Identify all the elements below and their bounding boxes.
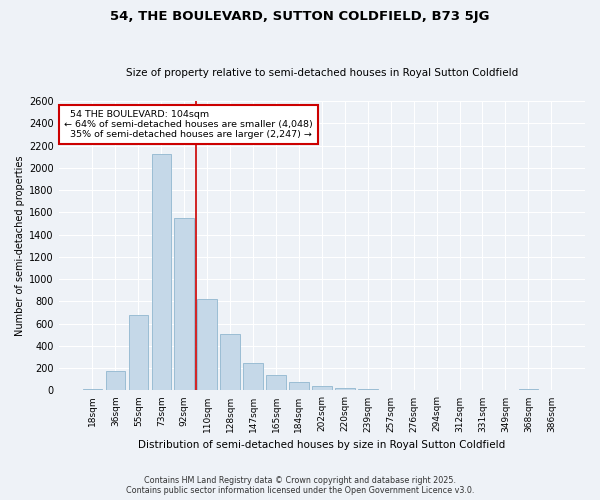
Bar bbox=[152, 154, 171, 390]
Bar bbox=[128, 314, 148, 390]
Bar bbox=[244, 362, 263, 390]
Text: 54, THE BOULEVARD, SUTTON COLDFIELD, B73 5JG: 54, THE BOULEVARD, SUTTON COLDFIELD, B73… bbox=[110, 10, 490, 23]
Bar bbox=[175, 218, 194, 390]
Bar bbox=[83, 389, 102, 390]
Text: Contains HM Land Registry data © Crown copyright and database right 2025.
Contai: Contains HM Land Registry data © Crown c… bbox=[126, 476, 474, 495]
Y-axis label: Number of semi-detached properties: Number of semi-detached properties bbox=[15, 156, 25, 336]
Bar bbox=[106, 371, 125, 390]
Bar bbox=[335, 388, 355, 390]
Bar bbox=[220, 334, 240, 390]
Title: Size of property relative to semi-detached houses in Royal Sutton Coldfield: Size of property relative to semi-detach… bbox=[126, 68, 518, 78]
Bar bbox=[289, 382, 308, 390]
Bar bbox=[197, 299, 217, 390]
Bar bbox=[312, 386, 332, 390]
X-axis label: Distribution of semi-detached houses by size in Royal Sutton Coldfield: Distribution of semi-detached houses by … bbox=[138, 440, 506, 450]
Bar bbox=[266, 375, 286, 390]
Text: 54 THE BOULEVARD: 104sqm
← 64% of semi-detached houses are smaller (4,048)
  35%: 54 THE BOULEVARD: 104sqm ← 64% of semi-d… bbox=[64, 110, 313, 140]
Bar bbox=[518, 389, 538, 390]
